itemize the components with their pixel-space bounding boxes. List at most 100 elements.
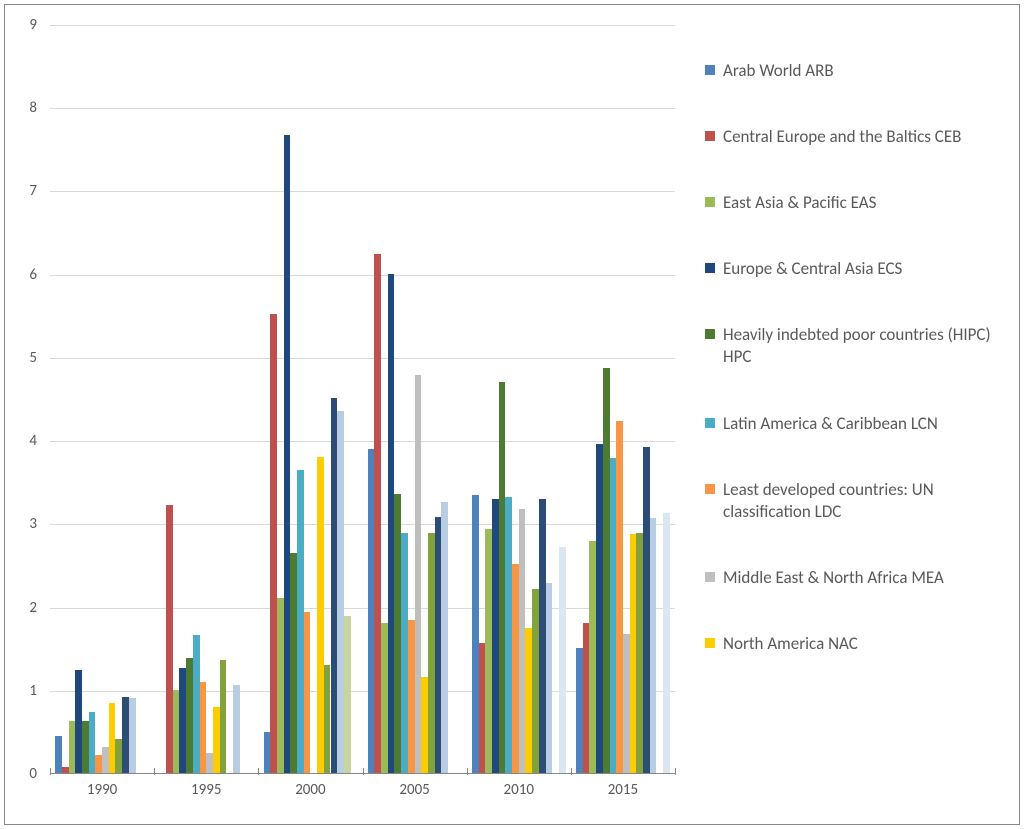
bar bbox=[388, 274, 395, 774]
bar bbox=[519, 509, 526, 774]
bar bbox=[492, 499, 499, 774]
legend-label: Europe & Central Asia ECS bbox=[723, 258, 902, 280]
legend-item: Latin America & Caribbean LCN bbox=[705, 413, 995, 435]
legend-swatch bbox=[705, 329, 715, 339]
bar bbox=[589, 541, 596, 774]
legend: Arab World ARB Central Europe and the Bal… bbox=[685, 5, 1019, 824]
bar bbox=[596, 444, 603, 774]
bar bbox=[166, 505, 173, 774]
legend-label: East Asia & Pacific EAS bbox=[723, 192, 876, 214]
bar bbox=[663, 513, 670, 774]
bar bbox=[505, 497, 512, 774]
legend-swatch bbox=[705, 418, 715, 428]
legend-item: Central Europe and the Baltics CEB bbox=[705, 126, 995, 148]
bar bbox=[233, 685, 240, 774]
bar bbox=[200, 682, 207, 774]
x-tick-label: 1990 bbox=[87, 781, 117, 799]
bar bbox=[284, 135, 291, 774]
bar bbox=[415, 375, 422, 774]
legend-swatch bbox=[705, 484, 715, 494]
bar bbox=[122, 697, 129, 774]
bar bbox=[428, 533, 435, 774]
bar bbox=[297, 470, 304, 774]
bar bbox=[324, 665, 331, 774]
legend-swatch bbox=[705, 638, 715, 648]
x-tick-label: 1995 bbox=[191, 781, 221, 799]
legend-swatch bbox=[705, 65, 715, 75]
legend-label: Least developed countries: UN classifica… bbox=[723, 479, 995, 523]
legend-swatch bbox=[705, 572, 715, 582]
bar bbox=[421, 677, 428, 774]
bar bbox=[331, 398, 338, 774]
bar bbox=[374, 254, 381, 774]
bar bbox=[102, 747, 109, 774]
bar bbox=[401, 533, 408, 774]
bar bbox=[179, 668, 186, 774]
y-tick-label: 5 bbox=[29, 349, 37, 367]
bar bbox=[485, 529, 492, 774]
x-tick-label: 2015 bbox=[608, 781, 638, 799]
bar bbox=[583, 623, 590, 774]
y-tick-label: 3 bbox=[29, 515, 37, 533]
x-axis-baseline bbox=[50, 773, 675, 774]
bar bbox=[603, 368, 610, 774]
x-tick-label: 2005 bbox=[399, 781, 429, 799]
bar bbox=[213, 707, 220, 774]
bar bbox=[317, 457, 324, 774]
chart-container: 0123456789 199019952000200520102015 Arab… bbox=[4, 4, 1020, 825]
bar bbox=[75, 670, 82, 774]
x-tick-label: 2000 bbox=[295, 781, 325, 799]
bar bbox=[532, 589, 539, 774]
legend-item: Arab World ARB bbox=[705, 60, 995, 82]
bar bbox=[82, 721, 89, 774]
bar bbox=[304, 612, 311, 774]
legend-swatch bbox=[705, 197, 715, 207]
y-tick-label: 7 bbox=[29, 182, 37, 200]
bar bbox=[630, 534, 637, 774]
bar bbox=[472, 495, 479, 774]
legend-item: Heavily indebted poor countries (HIPC) H… bbox=[705, 324, 995, 368]
legend-item: North America NAC bbox=[705, 633, 995, 655]
y-tick-label: 1 bbox=[29, 682, 37, 700]
bar bbox=[623, 634, 630, 774]
bar bbox=[408, 620, 415, 774]
y-tick-label: 2 bbox=[29, 599, 37, 617]
bar bbox=[220, 660, 227, 774]
bar bbox=[539, 499, 546, 774]
bar bbox=[525, 628, 532, 774]
y-tick-label: 6 bbox=[29, 266, 37, 284]
bar bbox=[435, 517, 442, 774]
bar bbox=[610, 458, 617, 774]
legend-item: Europe & Central Asia ECS bbox=[705, 258, 995, 280]
bar bbox=[546, 583, 553, 774]
bar bbox=[129, 698, 136, 774]
y-tick-label: 8 bbox=[29, 99, 37, 117]
legend-item: Middle East & North Africa MEA bbox=[705, 567, 995, 589]
legend-item: Least developed countries: UN classifica… bbox=[705, 479, 995, 523]
bar bbox=[441, 502, 448, 774]
bar bbox=[394, 494, 401, 774]
legend-label: North America NAC bbox=[723, 633, 858, 655]
x-tick-label: 2010 bbox=[504, 781, 534, 799]
bar bbox=[206, 753, 213, 774]
bar bbox=[616, 421, 623, 774]
legend-swatch bbox=[705, 131, 715, 141]
bar bbox=[290, 553, 297, 774]
legend-label: Arab World ARB bbox=[723, 60, 834, 82]
plot-region bbox=[50, 25, 675, 774]
legend-item: East Asia & Pacific EAS bbox=[705, 192, 995, 214]
bar bbox=[89, 712, 96, 774]
bar bbox=[643, 447, 650, 774]
bar bbox=[499, 382, 506, 774]
bar bbox=[636, 533, 643, 774]
bar bbox=[55, 736, 62, 774]
bar bbox=[115, 739, 122, 774]
y-axis-labels: 0123456789 bbox=[5, 25, 45, 774]
bar bbox=[650, 518, 657, 774]
y-tick-label: 4 bbox=[29, 432, 37, 450]
bar bbox=[193, 635, 200, 774]
bar bbox=[512, 564, 519, 774]
bar bbox=[264, 732, 271, 774]
bar bbox=[95, 755, 102, 774]
bar bbox=[559, 547, 566, 774]
